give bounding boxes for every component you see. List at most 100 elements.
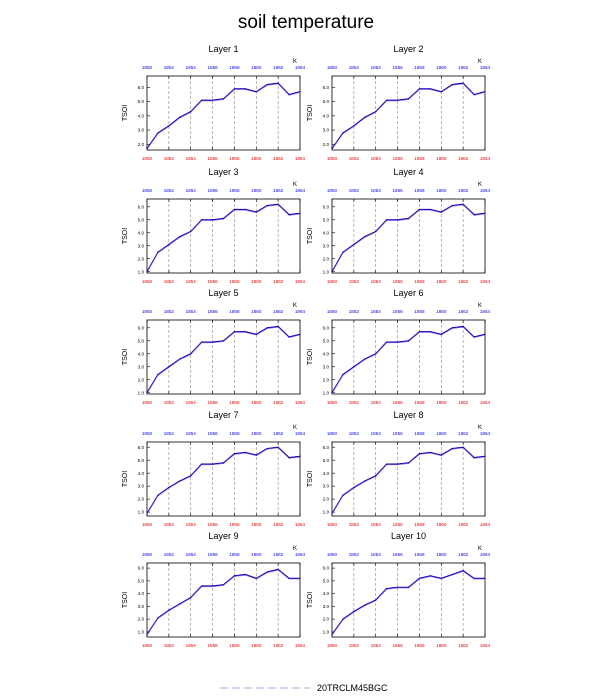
- data-point: [157, 617, 159, 619]
- plot-frame: [331, 562, 486, 638]
- x-tick-label-bottom: 1854: [186, 643, 197, 648]
- y-tick-label: 4.0: [138, 230, 145, 235]
- data-point: [364, 604, 366, 606]
- x-tick-label-bottom: 1860: [251, 156, 262, 161]
- panel-title: Layer 1: [208, 44, 238, 54]
- x-tick-label-bottom: 1852: [349, 643, 360, 648]
- data-point: [331, 392, 333, 394]
- data-point: [364, 480, 366, 482]
- data-point: [396, 586, 399, 588]
- data-point: [222, 340, 225, 342]
- y-tick-label: 3.0: [138, 484, 145, 489]
- y-tick-label: 2.0: [323, 497, 330, 502]
- x-tick-label-bottom: 1852: [164, 156, 175, 161]
- x-tick-label-top: 1852: [164, 552, 175, 557]
- x-tick-label-top: 1862: [273, 309, 284, 314]
- x-tick-label-bottom: 1862: [273, 522, 284, 527]
- y-tick-label: 1.0: [323, 629, 330, 634]
- x-tick-label-bottom: 1858: [414, 400, 425, 405]
- y-tick-label: 2.0: [138, 377, 145, 382]
- x-tick-label-top: 1850: [142, 309, 153, 314]
- y-tick-label: 3.0: [323, 484, 330, 489]
- y-tick-label: 4.0: [323, 113, 330, 118]
- data-point: [407, 340, 410, 342]
- figure-title: soil temperature: [238, 12, 374, 33]
- data-point: [429, 208, 431, 210]
- data-point: [462, 570, 464, 572]
- x-tick-label-bottom: 1862: [273, 279, 284, 284]
- panel-title: Layer 10: [391, 531, 426, 541]
- data-point: [211, 341, 214, 343]
- x-tick-label-top: 1854: [186, 309, 197, 314]
- data-point: [375, 599, 377, 601]
- x-tick-label-top: 1850: [327, 431, 338, 436]
- x-tick-label-bottom: 1850: [142, 643, 153, 648]
- data-point: [473, 93, 475, 96]
- data-point: [331, 271, 333, 273]
- data-point: [244, 331, 246, 333]
- data-point: [233, 88, 236, 90]
- x-tick-label-top: 1858: [414, 431, 425, 436]
- data-point: [277, 82, 279, 84]
- x-tick-label-bottom: 1852: [349, 279, 360, 284]
- y-tick-label: 2.0: [323, 256, 330, 261]
- data-point: [277, 446, 279, 448]
- legend: 20TRCLM45BGC: [220, 683, 388, 693]
- data-point: [484, 455, 486, 457]
- data-point: [146, 392, 148, 394]
- unit-label: K: [478, 182, 482, 188]
- data-point: [233, 453, 236, 455]
- panel-title: Layer 2: [393, 44, 423, 54]
- x-tick-label-bottom: 1860: [436, 400, 447, 405]
- y-tick-label: 6.0: [323, 204, 330, 209]
- y-tick-label: 3.0: [138, 128, 145, 133]
- data-point: [222, 98, 225, 100]
- x-tick-label-bottom: 1862: [458, 643, 469, 648]
- x-tick-label-top: 1858: [229, 65, 240, 70]
- plot-frame: [331, 75, 486, 151]
- data-point: [462, 446, 464, 448]
- x-tick-label-bottom: 1858: [414, 156, 425, 161]
- data-point: [146, 271, 148, 273]
- series-line: [331, 570, 485, 635]
- plot-frame: [146, 441, 301, 517]
- x-tick-label-top: 1856: [392, 309, 403, 314]
- data-point: [146, 147, 148, 150]
- data-point: [353, 125, 355, 127]
- plot-frame: [146, 198, 301, 274]
- plot-frame: [331, 319, 486, 395]
- unit-label: K: [478, 546, 482, 552]
- unit-label: K: [478, 303, 482, 309]
- panel-title: Layer 7: [208, 410, 238, 420]
- data-point: [473, 213, 475, 216]
- series-line-overlay: [331, 204, 486, 273]
- data-point: [168, 125, 170, 127]
- y-tick-label: 2.0: [138, 617, 145, 622]
- data-point: [201, 219, 203, 221]
- x-tick-label-top: 1856: [392, 188, 403, 193]
- x-tick-label-bottom: 1860: [436, 643, 447, 648]
- data-point: [277, 568, 279, 570]
- x-tick-label-bottom: 1850: [327, 400, 338, 405]
- x-tick-label-top: 1862: [458, 309, 469, 314]
- plot-frame: [331, 441, 486, 517]
- x-tick-label-bottom: 1858: [414, 522, 425, 527]
- y-tick-label: 6.0: [138, 325, 145, 330]
- data-point: [299, 212, 301, 214]
- data-point: [418, 208, 421, 210]
- x-tick-label-bottom: 1856: [207, 643, 218, 648]
- x-tick-label-top: 1864: [295, 552, 306, 557]
- x-tick-label-bottom: 1860: [436, 279, 447, 284]
- x-tick-label-bottom: 1852: [349, 156, 360, 161]
- y-tick-label: 4.0: [138, 351, 145, 356]
- data-point: [244, 573, 246, 576]
- series-line: [146, 82, 301, 149]
- x-tick-label-top: 1856: [207, 552, 218, 557]
- y-tick-label: 1.0: [323, 390, 330, 395]
- x-tick-label-top: 1862: [273, 65, 284, 70]
- data-point: [266, 571, 268, 573]
- panel-title: Layer 4: [393, 167, 423, 177]
- x-tick-label-top: 1856: [392, 431, 403, 436]
- data-point: [375, 230, 377, 233]
